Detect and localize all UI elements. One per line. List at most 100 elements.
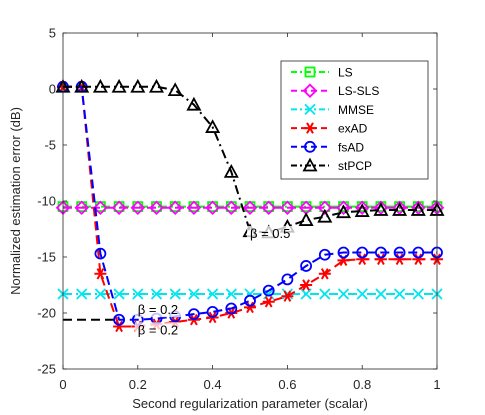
data-point-mmse <box>356 288 368 300</box>
data-point-mmse <box>337 288 350 300</box>
data-point-mmse <box>206 288 219 300</box>
data-point-fsad <box>337 246 350 259</box>
x-tick-label: 1 <box>433 377 440 392</box>
data-point-fsad <box>300 260 313 272</box>
data-point-stpcp <box>298 212 314 226</box>
data-point-ls-sls <box>373 200 389 215</box>
data-point-fsad <box>113 313 125 326</box>
legend-box <box>280 60 429 180</box>
data-point-ls-sls <box>317 200 333 215</box>
data-point-mmse <box>281 288 294 300</box>
annotation-background <box>134 302 183 318</box>
data-point-stpcp <box>92 78 108 93</box>
y-tick-label: -15 <box>37 250 56 265</box>
x-tick-label: 0.8 <box>353 377 371 392</box>
legend-marker <box>304 140 316 153</box>
x-tick-label: 0.6 <box>278 377 296 392</box>
data-point-ls-sls <box>411 200 426 215</box>
data-point-mmse <box>393 288 406 300</box>
series-ls-sls <box>55 200 445 215</box>
data-point-ls-sls <box>111 200 127 215</box>
legend-label: exAD <box>338 122 368 136</box>
data-point-stpcp <box>354 203 370 217</box>
data-point-stpcp <box>392 202 408 216</box>
data-point-exad <box>356 253 369 265</box>
data-point-ls-sls <box>93 200 108 215</box>
data-point-stpcp <box>130 78 146 93</box>
x-tick-label: 0 <box>59 377 66 392</box>
y-tick-label: 5 <box>49 26 56 41</box>
data-point-ls-sls <box>336 200 351 215</box>
data-point-fsad <box>393 246 406 259</box>
y-axis-title: Normalized estimation error (dB) <box>8 107 23 295</box>
data-point-mmse <box>76 288 88 300</box>
y-tick-label: -5 <box>44 138 56 153</box>
x-tick-label: 0.2 <box>129 377 147 392</box>
y-tick-label: 0 <box>49 82 56 97</box>
data-point-mmse <box>113 288 125 300</box>
data-point-stpcp <box>410 202 426 216</box>
data-point-ls-sls <box>280 200 295 215</box>
data-point-exad <box>113 320 126 333</box>
data-point-fsad <box>262 284 275 297</box>
legend-marker <box>304 122 316 134</box>
legend-item-ls: LS <box>291 66 353 80</box>
series-line-stpcp <box>63 85 437 234</box>
data-point-mmse <box>412 288 424 300</box>
data-point-ls-sls <box>167 200 183 215</box>
data-point-stpcp <box>167 82 183 97</box>
legend: LS LS-SLS MMSE exAD fsAD stPCP <box>280 60 429 180</box>
annotation-label: β = 0.2 <box>138 322 178 337</box>
annotation-layer: β = 0.5 β = 0.2 β = 0.2 <box>134 225 295 338</box>
legend-item-fsad: fsAD <box>291 140 364 154</box>
data-point-stpcp <box>335 204 352 219</box>
data-point-exad <box>244 301 256 314</box>
data-point-ls-sls <box>130 200 146 215</box>
data-point-ls-sls <box>186 200 202 215</box>
data-point-exad <box>281 290 294 302</box>
data-point-fsad <box>281 273 294 286</box>
legend-label: LS-SLS <box>338 84 379 98</box>
data-point-mmse <box>132 288 144 300</box>
data-point-exad <box>318 268 331 280</box>
data-point-exad <box>300 279 313 291</box>
series-line-fsad <box>63 85 437 321</box>
annotation-background <box>247 225 295 241</box>
data-point-ls-sls <box>205 200 220 215</box>
y-tick-label: -10 <box>37 194 56 209</box>
data-point-mmse <box>94 288 107 300</box>
data-point-mmse <box>150 288 163 300</box>
data-point-exad <box>412 253 425 265</box>
data-point-ls-sls <box>261 200 276 215</box>
data-point-stpcp <box>205 119 221 133</box>
data-point-ls-sls <box>354 200 370 215</box>
y-tick-label: -20 <box>37 306 56 321</box>
data-point-ls-sls <box>149 200 164 215</box>
legend-marker <box>302 83 318 98</box>
x-axis-title: Second regularization parameter (scalar) <box>132 396 368 411</box>
data-point-fsad <box>318 248 331 261</box>
data-point-fsad <box>412 246 425 259</box>
data-point-exad <box>393 253 406 265</box>
data-point-ls-sls <box>392 200 407 215</box>
data-point-exad <box>262 296 275 308</box>
annotation-label: β = 0.2 <box>138 302 178 317</box>
y-tick-label: -25 <box>37 362 56 377</box>
legend-marker <box>304 66 316 78</box>
series-mmse <box>57 288 443 300</box>
legend-marker <box>302 157 318 172</box>
legend-label: fsAD <box>338 140 364 154</box>
data-point-mmse <box>319 288 331 300</box>
data-point-stpcp <box>223 164 239 178</box>
data-point-stpcp <box>148 78 165 93</box>
annotation-background <box>134 322 183 338</box>
data-point-fsad <box>374 246 387 259</box>
data-point-ls-sls <box>224 200 239 215</box>
legend-item-ls-sls: LS-SLS <box>291 83 379 98</box>
data-point-stpcp <box>317 208 333 223</box>
legend-label: stPCP <box>338 159 372 173</box>
legend-item-stpcp: stPCP <box>291 157 372 173</box>
data-point-stpcp <box>74 78 90 93</box>
legend-item-mmse: MMSE <box>291 103 374 117</box>
data-point-fsad <box>94 247 107 260</box>
